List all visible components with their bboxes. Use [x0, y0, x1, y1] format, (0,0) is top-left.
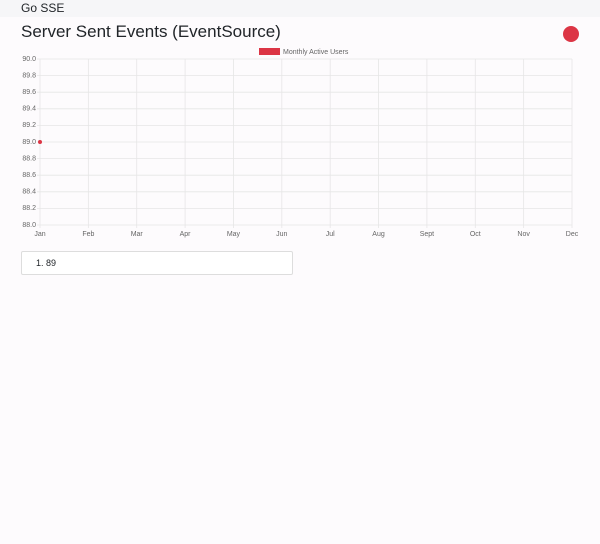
x-tick-label: Jul	[326, 231, 335, 238]
y-tick-label: 89.8	[22, 72, 36, 79]
x-tick-label: Nov	[517, 231, 530, 238]
y-tick-label: 88.0	[22, 222, 36, 229]
event-list: 89	[22, 252, 292, 274]
y-tick-label: 89.4	[22, 106, 36, 113]
x-tick-label: May	[227, 231, 241, 238]
x-tick-label: Jan	[34, 231, 45, 238]
heading: Server Sent Events (EventSource)	[21, 22, 281, 41]
y-tick-label: 90.0	[22, 56, 36, 63]
x-tick-label: Oct	[470, 231, 481, 238]
status-indicator	[563, 26, 579, 42]
legend-label: Monthly Active Users	[283, 49, 349, 56]
y-tick-label: 88.2	[22, 205, 36, 212]
list-item: 89	[46, 252, 292, 274]
y-tick-label: 89.6	[22, 89, 36, 96]
x-tick-label: Feb	[82, 231, 94, 238]
y-tick-label: 88.4	[22, 189, 36, 196]
x-tick-label: Sept	[420, 231, 434, 238]
list-box: 89	[21, 251, 293, 275]
x-tick-label: Dec	[566, 231, 579, 238]
chart: 88.0 88.2 88.4 88.6 88.8 89.0 89.2 89.4 89.6 89.8…	[22, 48, 579, 238]
y-tick-label: 89.2	[22, 122, 36, 129]
navbar: Go SSE	[0, 0, 600, 17]
legend-swatch	[259, 48, 280, 55]
y-tick-label: 89.0	[22, 139, 36, 146]
x-tick-label: Jun	[276, 231, 287, 238]
y-tick-label: 88.6	[22, 172, 36, 179]
brand[interactable]: Go SSE	[21, 1, 65, 15]
y-tick-label: 88.8	[22, 155, 36, 162]
x-tick-label: Apr	[180, 231, 192, 238]
x-tick-label: Mar	[131, 231, 144, 238]
x-tick-label: Aug	[372, 231, 385, 238]
data-point	[38, 140, 42, 144]
